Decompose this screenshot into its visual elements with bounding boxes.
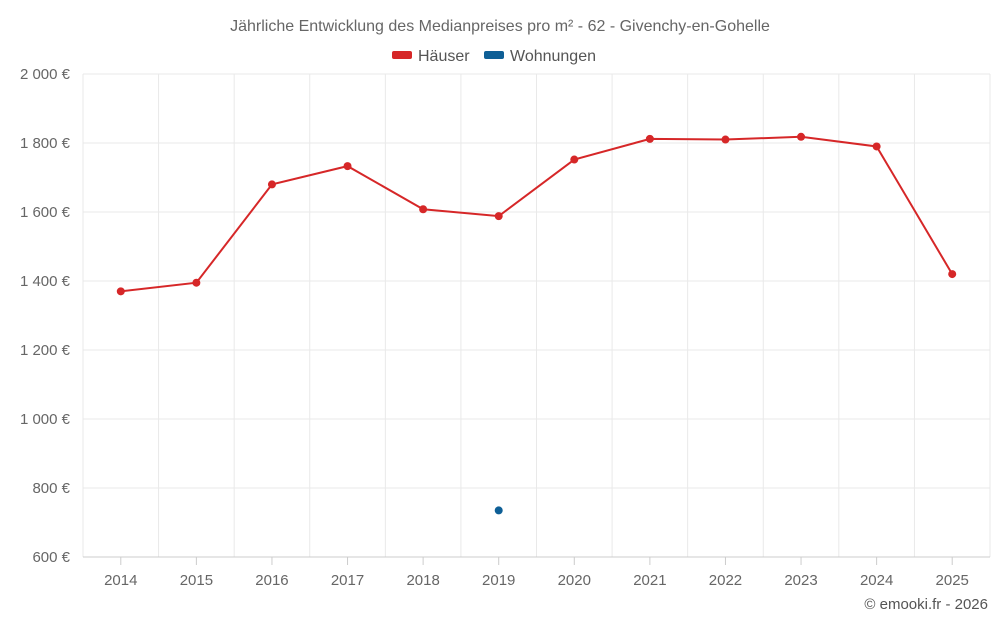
y-tick-label: 1 800 € [20, 135, 71, 152]
data-point-haeuser[interactable] [948, 270, 957, 279]
y-tick-label: 1 400 € [20, 273, 71, 290]
data-point-haeuser[interactable] [192, 278, 201, 287]
y-tick-label: 2 000 € [20, 66, 71, 83]
data-point-haeuser[interactable] [343, 162, 352, 171]
legend-item-haeuser[interactable]: Häuser [392, 48, 470, 65]
y-tick-label: 1 000 € [20, 411, 71, 428]
series [116, 132, 957, 515]
x-tick-label: 2015 [180, 572, 213, 589]
series-wohnungen [494, 506, 503, 515]
legend: Häuser Wohnungen [392, 48, 596, 65]
x-axis-ticks: 2014 2015 2016 2017 2018 2019 2020 2021 2022 2023… [104, 557, 969, 589]
data-point-wohnungen[interactable] [494, 506, 503, 515]
legend-label-haeuser: Häuser [418, 48, 470, 65]
data-point-haeuser[interactable] [872, 142, 881, 151]
x-tick-label: 2017 [331, 572, 364, 589]
x-tick-label: 2023 [784, 572, 817, 589]
series-line-haeuser [120, 135, 954, 293]
x-tick-label: 2020 [558, 572, 591, 589]
x-tick-label: 2016 [255, 572, 288, 589]
x-tick-label: 2021 [633, 572, 666, 589]
y-tick-label: 1 600 € [20, 204, 71, 221]
data-point-haeuser[interactable] [419, 205, 428, 214]
x-tick-label: 2019 [482, 572, 515, 589]
data-point-haeuser[interactable] [494, 212, 503, 221]
legend-swatch-haeuser [392, 51, 412, 59]
legend-swatch-wohnungen [484, 51, 504, 59]
y-tick-label: 1 200 € [20, 342, 71, 359]
data-point-haeuser[interactable] [721, 135, 730, 144]
legend-label-wohnungen: Wohnungen [510, 48, 596, 65]
x-tick-label: 2024 [860, 572, 893, 589]
series-haeuser [116, 132, 957, 296]
x-tick-label: 2014 [104, 572, 137, 589]
data-point-haeuser[interactable] [645, 134, 654, 143]
legend-item-wohnungen[interactable]: Wohnungen [484, 48, 596, 65]
data-point-haeuser[interactable] [116, 287, 125, 296]
y-tick-label: 600 € [32, 549, 70, 566]
x-tick-label: 2022 [709, 572, 742, 589]
data-point-haeuser[interactable] [797, 132, 806, 141]
credit-text: © emooki.fr - 2026 [864, 596, 988, 613]
chart-title: Jährliche Entwicklung des Medianpreises … [230, 18, 770, 35]
data-point-haeuser[interactable] [267, 180, 276, 189]
grid [82, 73, 991, 557]
x-tick-label: 2025 [936, 572, 969, 589]
y-axis-ticks: 600 € 800 € 1 000 € 1 200 € 1 400 € 1 600 € 1 … [20, 66, 71, 566]
data-point-haeuser[interactable] [570, 155, 579, 164]
x-tick-label: 2018 [406, 572, 439, 589]
y-tick-label: 800 € [32, 480, 70, 497]
